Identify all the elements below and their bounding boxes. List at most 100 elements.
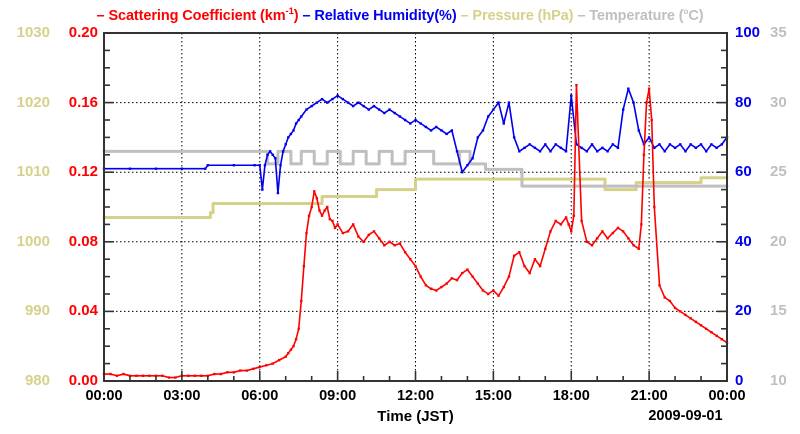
- series-humidity-marker: [564, 150, 568, 153]
- series-humidity-marker: [274, 157, 277, 160]
- pressure-tick-label-5: 980: [24, 372, 50, 389]
- series-humidity-marker: [232, 164, 235, 167]
- series-humidity-marker: [279, 164, 282, 167]
- series-scattering-marker: [393, 244, 396, 247]
- series-scattering-marker: [523, 264, 526, 268]
- series-humidity-marker: [315, 101, 319, 104]
- series-scattering-marker: [305, 231, 308, 235]
- series-humidity-marker: [637, 129, 640, 132]
- series-scattering-marker: [647, 87, 651, 90]
- series-humidity-marker: [533, 146, 537, 150]
- series-scattering-marker: [307, 214, 311, 217]
- series-scattering-marker: [497, 294, 500, 297]
- series-scattering-marker: [193, 374, 197, 377]
- temperature-tick-label-4: 15: [770, 302, 787, 320]
- series-humidity-marker: [346, 101, 350, 104]
- series-scattering-marker: [161, 374, 164, 377]
- series-humidity-marker: [263, 164, 267, 167]
- scattering-tick-label-2: 0.12: [68, 163, 98, 181]
- pressure-tick-label-3: 1000: [16, 232, 50, 250]
- series-scattering-marker: [466, 268, 469, 271]
- series-scattering-marker: [450, 277, 454, 280]
- series-scattering-marker: [580, 219, 583, 223]
- series-scattering-marker: [640, 223, 643, 226]
- series-scattering-marker: [481, 289, 485, 292]
- series-humidity-marker: [336, 94, 339, 97]
- series-humidity-marker: [292, 129, 295, 132]
- series-humidity-marker: [559, 146, 563, 150]
- series-humidity-marker: [481, 129, 485, 132]
- series-scattering-marker: [187, 374, 190, 377]
- series-scattering-marker: [616, 226, 620, 230]
- series-scattering-marker: [258, 365, 261, 369]
- series-humidity-marker: [611, 143, 614, 146]
- series-humidity-marker: [512, 136, 516, 139]
- series-humidity-marker: [606, 150, 609, 153]
- series-scattering-marker: [333, 226, 337, 230]
- humidity-tick-label-1: 80: [735, 93, 752, 111]
- humidity-tick-label-2: 60: [735, 163, 752, 181]
- series-scattering-marker: [471, 275, 474, 278]
- pressure-tick-label-0: 1030: [16, 24, 50, 41]
- series-scattering-marker: [533, 258, 537, 261]
- series-humidity-marker: [289, 132, 293, 136]
- series-humidity-marker: [627, 87, 630, 90]
- series-humidity-marker: [694, 146, 698, 150]
- series-temperature: [102, 149, 729, 188]
- series-scattering-marker: [627, 237, 630, 240]
- legend-label-humidity: Relative Humidity(%): [314, 7, 457, 24]
- series-scattering-marker: [302, 264, 306, 268]
- series-humidity-marker: [461, 171, 464, 174]
- series-humidity-marker: [621, 108, 625, 111]
- series-scattering-marker: [653, 205, 656, 209]
- series-humidity-marker: [518, 150, 521, 153]
- x-axis-title: Time (JST): [377, 408, 454, 425]
- series-humidity-marker: [414, 118, 417, 122]
- series-scattering-marker: [313, 190, 316, 193]
- series-humidity-marker: [497, 101, 500, 104]
- series-humidity-marker: [523, 146, 526, 150]
- series-scattering-marker: [128, 374, 132, 377]
- series-scattering-marker: [265, 364, 268, 367]
- series-scattering-marker: [336, 223, 339, 226]
- series-humidity-marker: [403, 118, 407, 122]
- series-humidity-marker: [502, 122, 505, 125]
- series-scattering-marker: [554, 219, 557, 223]
- series-humidity-marker: [705, 150, 708, 153]
- series-humidity-marker: [544, 143, 547, 146]
- series-humidity-marker: [575, 143, 578, 146]
- temperature-tick-label-3: 20: [770, 232, 787, 250]
- series-scattering-marker: [590, 244, 594, 247]
- series-scattering-marker: [341, 231, 345, 235]
- series-humidity-marker: [154, 167, 158, 170]
- x-tick-label-6: 18:00: [552, 388, 590, 404]
- legend-degree-symbol: o: [683, 7, 689, 16]
- legend-label-pressure: Pressure (hPa): [472, 7, 574, 24]
- series-humidity-marker: [372, 104, 376, 108]
- series-humidity-marker: [445, 132, 448, 136]
- series-pressure-line: [102, 176, 729, 219]
- series-scattering-marker: [567, 223, 570, 226]
- series-scattering-marker: [549, 230, 552, 233]
- series-humidity-marker: [679, 143, 682, 146]
- series-scattering-marker: [699, 324, 703, 327]
- series-scattering-marker: [455, 278, 459, 282]
- gridlines: [104, 33, 727, 381]
- series-humidity-marker: [320, 97, 324, 101]
- series-scattering: [102, 84, 729, 379]
- series-humidity-marker: [663, 150, 666, 153]
- series-humidity-marker: [398, 115, 402, 118]
- series-scattering-marker: [323, 209, 326, 212]
- series-scattering-marker: [512, 254, 516, 257]
- series-scattering-marker: [174, 376, 177, 379]
- series-humidity-marker: [476, 136, 479, 139]
- series-humidity-marker: [377, 108, 381, 111]
- series-scattering-marker: [528, 271, 531, 275]
- series-scattering-marker: [239, 369, 242, 372]
- temperature-tick-label-5: 10: [770, 372, 787, 389]
- series-humidity-marker: [549, 150, 552, 153]
- series-scattering-marker: [409, 258, 412, 261]
- series-humidity-marker: [326, 101, 329, 104]
- series-scattering-marker: [596, 237, 599, 240]
- series-scattering-marker: [287, 351, 290, 355]
